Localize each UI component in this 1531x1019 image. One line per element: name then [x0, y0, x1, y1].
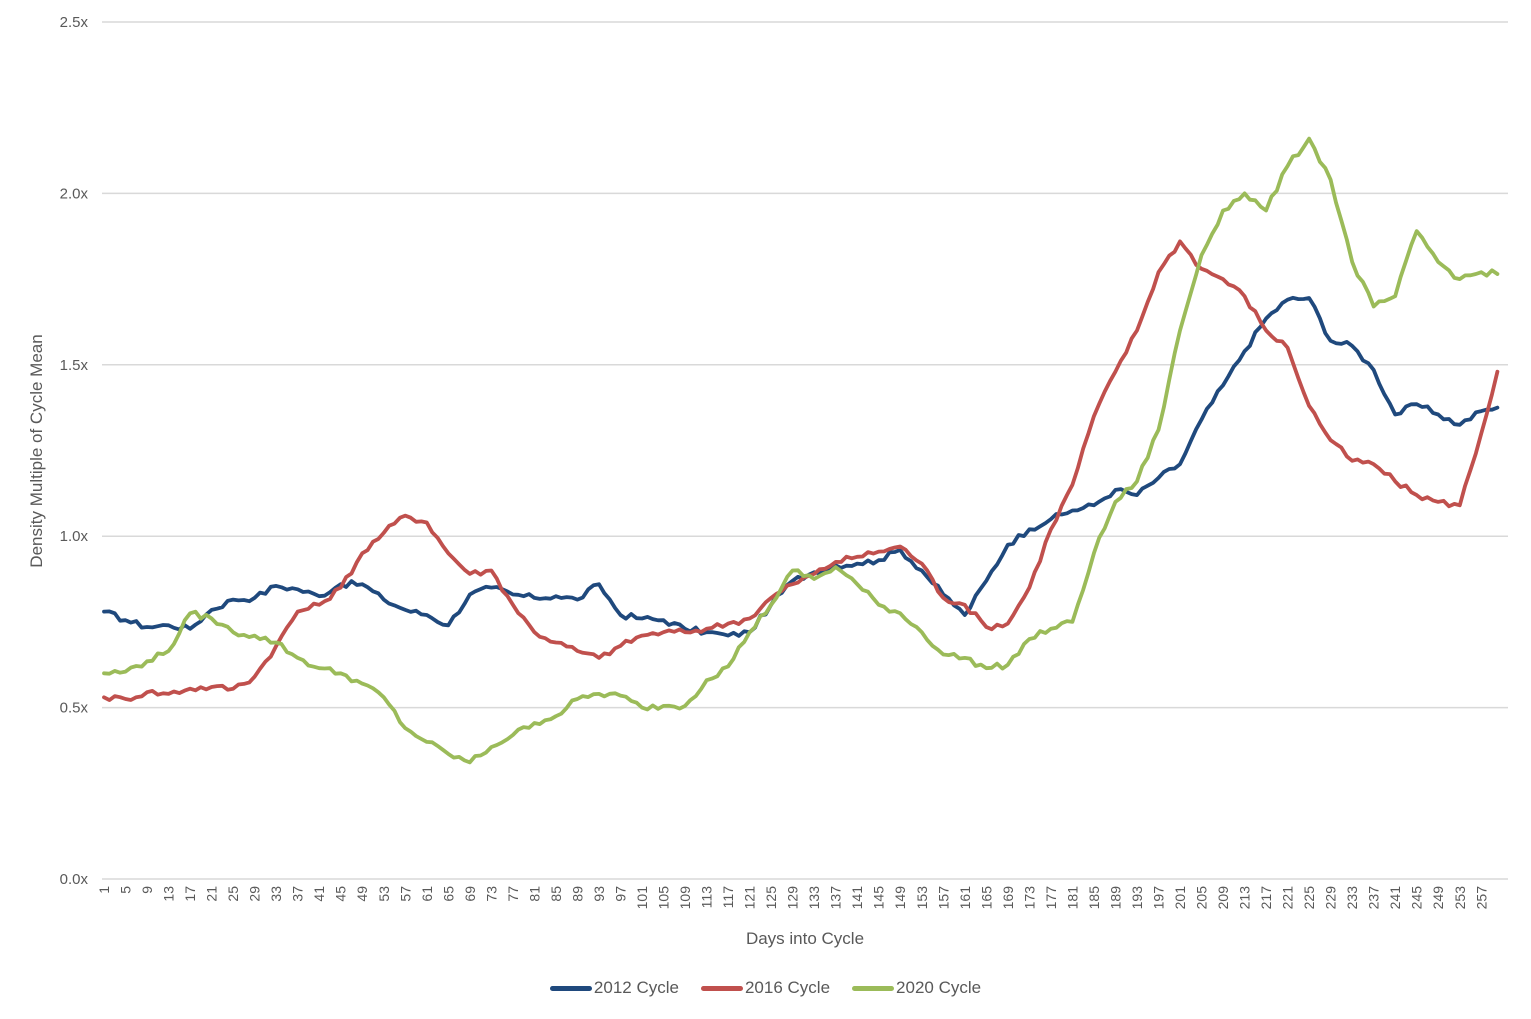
x-tick-label: 93	[591, 886, 607, 902]
x-tick-label: 25	[225, 886, 241, 902]
series-line-2020	[102, 136, 1500, 765]
x-tick-label: 109	[677, 886, 693, 910]
x-tick-label: 133	[806, 886, 822, 910]
x-tick-label: 165	[978, 886, 994, 910]
x-tick-label: 141	[849, 886, 865, 910]
x-tick-label: 217	[1258, 886, 1274, 910]
x-tick-label: 41	[311, 886, 327, 902]
x-tick-label: 249	[1430, 886, 1446, 910]
x-tick-label: 33	[268, 886, 284, 902]
x-axis-ticks: 1 5 9 13 17 21 25 29 33 37 41 45 49 53 57 61 65 69 73 77 81 8…	[96, 886, 1489, 910]
y-tick-label: 0.5x	[60, 700, 89, 717]
x-axis-title: Days into Cycle	[746, 929, 864, 948]
x-tick-label: 77	[505, 886, 521, 902]
x-tick-label: 201	[1172, 886, 1188, 910]
legend-item-2012[interactable]: 2012 Cycle	[549, 978, 679, 998]
x-tick-label: 209	[1215, 886, 1231, 910]
gridlines	[102, 21, 1508, 880]
x-tick-label: 161	[957, 886, 973, 910]
y-tick-label: 1.5x	[60, 357, 89, 374]
legend-item-2020[interactable]: 2020 Cycle	[852, 978, 981, 998]
legend-label: 2020 Cycle	[896, 978, 982, 997]
chart-legend: 2012 Cycle 2016 Cycle 2020 Cycle	[0, 978, 1531, 998]
x-tick-label: 237	[1366, 886, 1382, 910]
x-tick-label: 21	[204, 886, 220, 902]
x-tick-label: 57	[397, 886, 413, 902]
x-tick-label: 157	[935, 886, 951, 910]
y-axis-ticks: 0.0x 0.5x 1.0x 1.5x 2.0x 2.5x	[60, 14, 89, 888]
line-chart: 0.0x 0.5x 1.0x 1.5x 2.0x 2.5x 1 5 9 13 17 21 25 29 33…	[27, 14, 1508, 948]
x-tick-label: 173	[1021, 886, 1037, 910]
x-tick-label: 73	[483, 886, 499, 902]
x-tick-label: 197	[1150, 886, 1166, 910]
x-tick-label: 193	[1129, 886, 1145, 910]
legend-swatch-2020	[852, 985, 895, 991]
x-tick-label: 229	[1323, 886, 1339, 910]
x-tick-label: 85	[548, 886, 564, 902]
x-tick-label: 125	[763, 886, 779, 910]
x-tick-label: 245	[1409, 886, 1425, 910]
x-tick-label: 9	[139, 886, 155, 894]
x-tick-label: 241	[1387, 886, 1403, 910]
x-tick-label: 113	[699, 886, 715, 909]
x-tick-label: 169	[1000, 886, 1016, 910]
x-tick-label: 97	[612, 886, 628, 902]
x-tick-label: 153	[914, 886, 930, 910]
x-tick-label: 221	[1280, 886, 1296, 910]
x-tick-label: 89	[569, 886, 585, 902]
y-axis-title: Density Multiple of Cycle Mean	[27, 334, 46, 567]
y-tick-label: 2.0x	[60, 185, 89, 202]
y-tick-label: 1.0x	[60, 528, 89, 545]
series-line-2016	[102, 239, 1500, 702]
x-tick-label: 29	[247, 886, 263, 902]
series-lines	[102, 136, 1500, 765]
legend-item-2016[interactable]: 2016 Cycle	[700, 978, 831, 998]
x-tick-label: 1	[96, 886, 112, 894]
legend-label: 2016 Cycle	[744, 978, 831, 997]
x-tick-label: 37	[290, 886, 306, 902]
x-tick-label: 65	[440, 886, 456, 902]
x-tick-label: 117	[720, 886, 736, 909]
x-tick-label: 13	[161, 886, 177, 902]
x-tick-label: 53	[376, 886, 392, 902]
x-tick-label: 185	[1086, 886, 1102, 910]
x-tick-label: 257	[1473, 886, 1489, 910]
x-tick-label: 81	[526, 886, 542, 902]
x-tick-label: 45	[333, 886, 349, 902]
x-tick-label: 189	[1107, 886, 1123, 910]
x-tick-label: 181	[1064, 886, 1080, 910]
x-tick-label: 17	[182, 886, 198, 902]
legend-swatch-2016	[700, 985, 743, 991]
x-tick-label: 121	[742, 886, 758, 910]
x-tick-label: 105	[656, 886, 672, 910]
x-tick-label: 101	[634, 886, 650, 910]
x-tick-label: 205	[1194, 886, 1210, 910]
x-tick-label: 225	[1301, 886, 1317, 910]
x-tick-label: 253	[1452, 886, 1468, 910]
legend-swatch-2012	[549, 985, 592, 991]
x-tick-label: 5	[118, 886, 134, 894]
x-tick-label: 233	[1344, 886, 1360, 910]
x-tick-label: 137	[828, 886, 844, 910]
x-tick-label: 213	[1237, 886, 1253, 910]
x-tick-label: 129	[785, 886, 801, 910]
x-tick-label: 61	[419, 886, 435, 902]
x-tick-label: 49	[354, 886, 370, 902]
x-tick-label: 177	[1043, 886, 1059, 910]
y-tick-label: 2.5x	[60, 14, 89, 31]
legend-label: 2012 Cycle	[593, 978, 679, 997]
x-tick-label: 69	[462, 886, 478, 902]
x-tick-label: 145	[871, 886, 887, 910]
y-tick-label: 0.0x	[60, 871, 89, 888]
x-tick-label: 149	[892, 886, 908, 910]
